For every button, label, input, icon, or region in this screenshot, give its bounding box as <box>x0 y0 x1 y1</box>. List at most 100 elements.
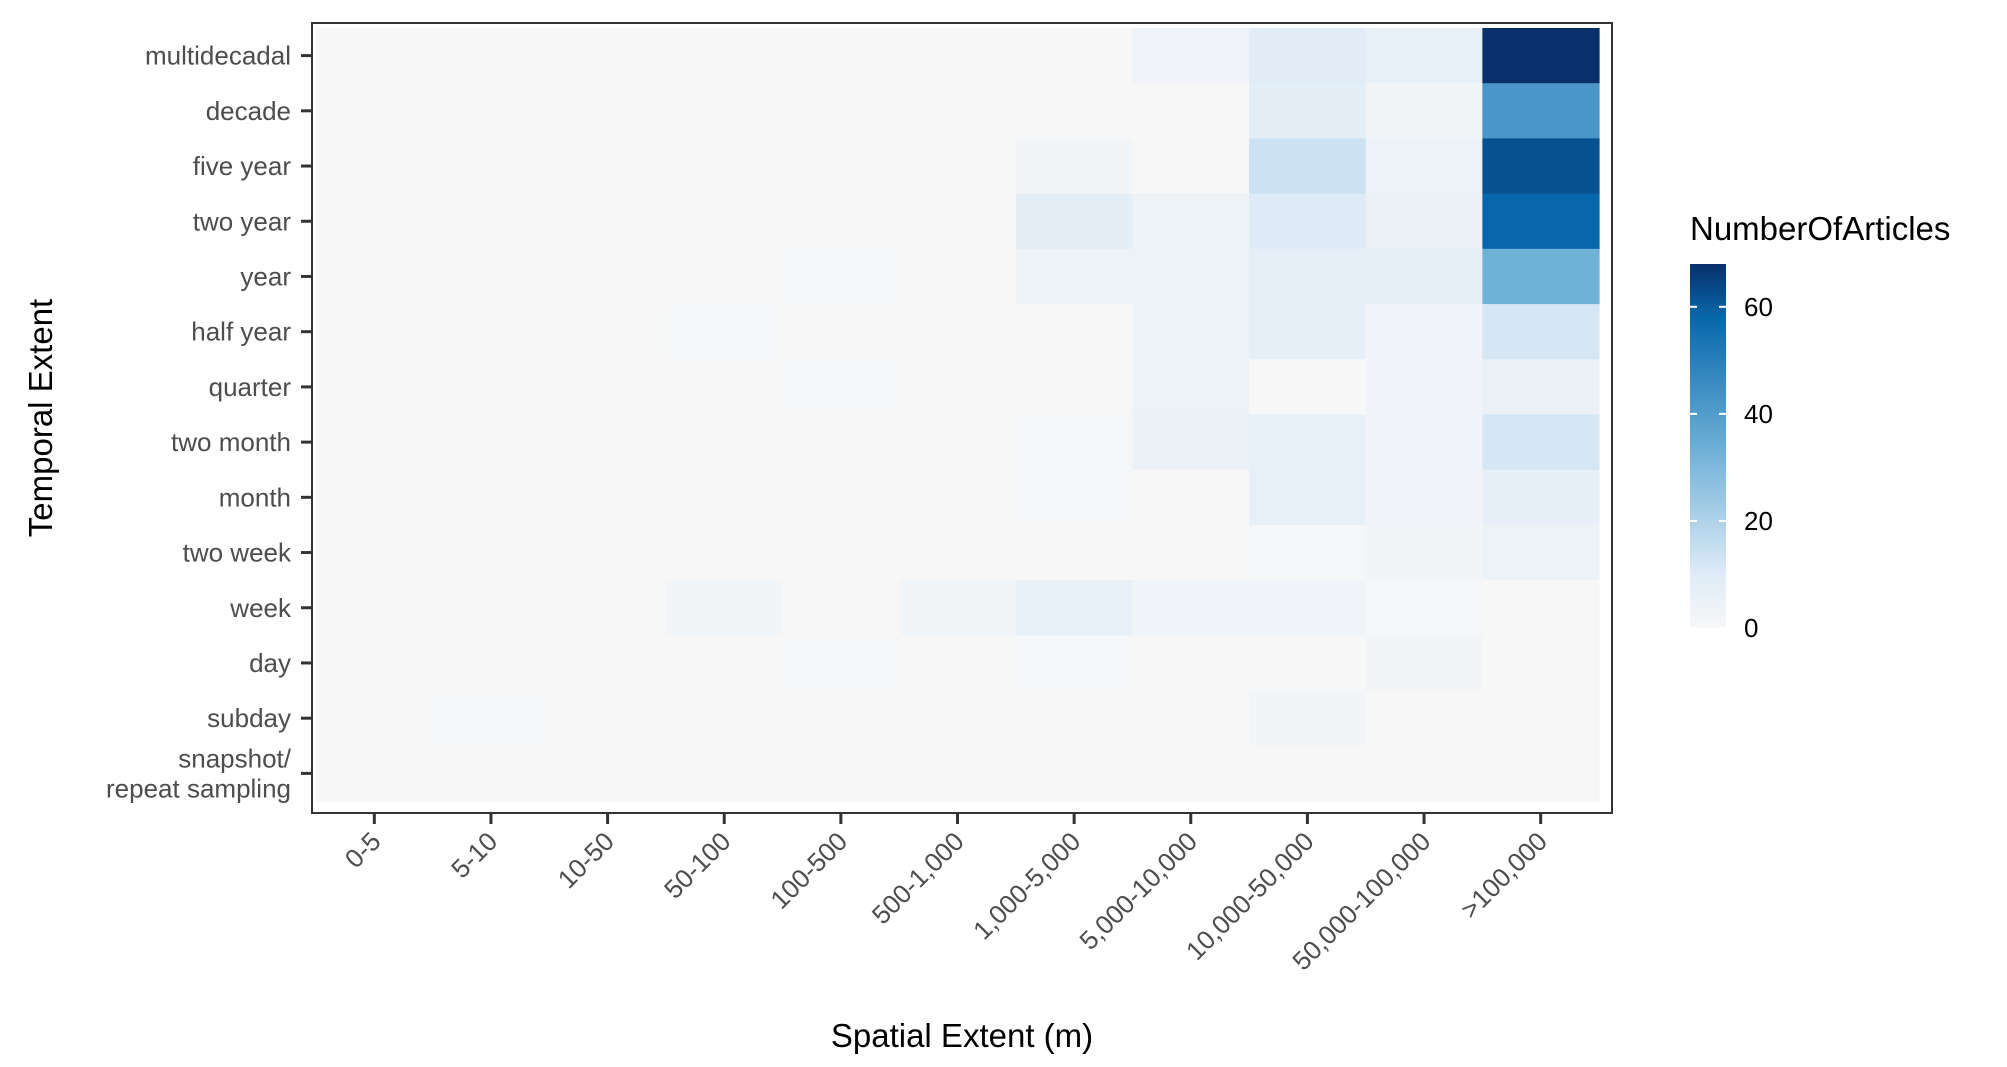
heatmap-cell <box>432 469 550 526</box>
heatmap-cell <box>665 193 784 250</box>
heatmap-cell <box>549 469 667 526</box>
heatmap-cell <box>1365 304 1483 360</box>
heatmap-cell <box>665 524 784 581</box>
heatmap-cell <box>1365 690 1483 747</box>
heatmap-cell <box>432 304 550 360</box>
heatmap-cell <box>899 745 1017 802</box>
heatmap-cell <box>1365 193 1483 250</box>
heatmap-cell <box>1249 359 1367 416</box>
y-tick-label: two week <box>183 538 292 568</box>
legend-tick-label: 20 <box>1744 506 1773 536</box>
heatmap-cell <box>1249 414 1367 471</box>
x-tick-label: 5,000-10,000 <box>1073 826 1203 956</box>
y-tick-label: half year <box>191 317 291 347</box>
heatmap-cell <box>1015 83 1134 140</box>
heatmap-cell <box>782 28 900 84</box>
heatmap-cell <box>899 138 1017 195</box>
heatmap-cell <box>549 193 667 250</box>
heatmap-cell <box>665 414 784 471</box>
heatmap-cell <box>549 138 667 195</box>
heatmap-cell <box>899 580 1017 636</box>
heatmap-cell <box>549 359 667 416</box>
heatmap-cell <box>432 745 550 802</box>
heatmap-cell <box>782 193 900 250</box>
heatmap-cell <box>432 524 550 581</box>
heatmap-cell <box>1482 580 1600 636</box>
heatmap-cell <box>1015 690 1134 747</box>
heatmap-cell <box>549 28 667 84</box>
heatmap-cell <box>665 248 784 305</box>
legend-title: NumberOfArticles <box>1690 210 1950 247</box>
heatmap-cell <box>665 83 784 140</box>
heatmap-cell <box>1015 469 1134 526</box>
heatmap-cell <box>1482 469 1600 526</box>
x-tick-label: 5-10 <box>445 826 503 884</box>
heatmap-cell <box>899 248 1017 305</box>
heatmap-cell <box>432 193 550 250</box>
heatmap-cell <box>549 580 667 636</box>
heatmap-cell <box>782 580 900 636</box>
x-tick-label: 50-100 <box>658 826 736 904</box>
heatmap-cell <box>1365 414 1483 471</box>
heatmap-cell <box>1482 83 1600 140</box>
heatmap-cell <box>432 83 550 140</box>
heatmap-cell <box>1249 83 1367 140</box>
heatmap-cell <box>316 745 434 802</box>
y-axis: multidecadal decade five year two year year h… <box>106 41 312 803</box>
heatmap-cell <box>1015 138 1134 195</box>
heatmap-cell <box>1132 193 1250 250</box>
legend-tick-label: 40 <box>1744 399 1773 429</box>
heatmap-cell <box>1132 745 1250 802</box>
y-tick-label: subday <box>207 703 291 733</box>
heatmap-cell <box>665 138 784 195</box>
heatmap-cell <box>1132 304 1250 360</box>
heatmap-cell <box>432 248 550 305</box>
x-tick-label: 1,000-5,000 <box>967 826 1086 945</box>
heatmap-cell <box>1365 359 1483 416</box>
x-tick-label: 0-5 <box>339 826 387 874</box>
y-tick-label: week <box>229 593 292 623</box>
heatmap-cell <box>665 635 784 692</box>
heatmap-cell <box>316 359 434 416</box>
heatmap-cell <box>1249 248 1367 305</box>
y-tick-label: month <box>219 482 291 512</box>
heatmap-cell <box>1132 359 1250 416</box>
y-tick-label: multidecadal <box>145 41 291 71</box>
y-tick-label: two month <box>171 427 291 457</box>
heatmap-cell <box>782 635 900 692</box>
heatmap-cell <box>316 414 434 471</box>
heatmap-cell <box>1482 248 1600 305</box>
heatmap-cell <box>432 580 550 636</box>
heatmap-cell <box>782 248 900 305</box>
heatmap-cell <box>665 580 784 636</box>
y-tick-label: snapshot/repeat sampling <box>106 743 292 803</box>
heatmap-cell <box>665 745 784 802</box>
heatmap-cell <box>1365 248 1483 305</box>
heatmap-cell <box>1482 414 1600 471</box>
heatmap-cell <box>432 690 550 747</box>
heatmap-cell <box>1482 635 1600 692</box>
heatmap-cell <box>1015 524 1134 581</box>
heatmap-cell <box>1015 359 1134 416</box>
heatmap-cell <box>1365 138 1483 195</box>
x-tick-label: 500-1,000 <box>866 826 970 930</box>
heatmap-cell <box>899 469 1017 526</box>
heatmap-cell <box>316 83 434 140</box>
heatmap-cell <box>1249 138 1367 195</box>
heatmap-cell <box>1482 524 1600 581</box>
heatmap-cell <box>1015 635 1134 692</box>
heatmap-cell <box>316 635 434 692</box>
heatmap-cell <box>549 745 667 802</box>
heatmap-cell <box>432 635 550 692</box>
heatmap-cell <box>316 469 434 526</box>
heatmap-cell <box>1132 138 1250 195</box>
heatmap-cell <box>899 28 1017 84</box>
heatmap-cell <box>899 524 1017 581</box>
heatmap-cell <box>782 359 900 416</box>
heatmap-cell <box>899 414 1017 471</box>
heatmap-cell <box>1482 28 1600 84</box>
heatmap-cell <box>432 28 550 84</box>
heatmap-cell <box>316 304 434 360</box>
